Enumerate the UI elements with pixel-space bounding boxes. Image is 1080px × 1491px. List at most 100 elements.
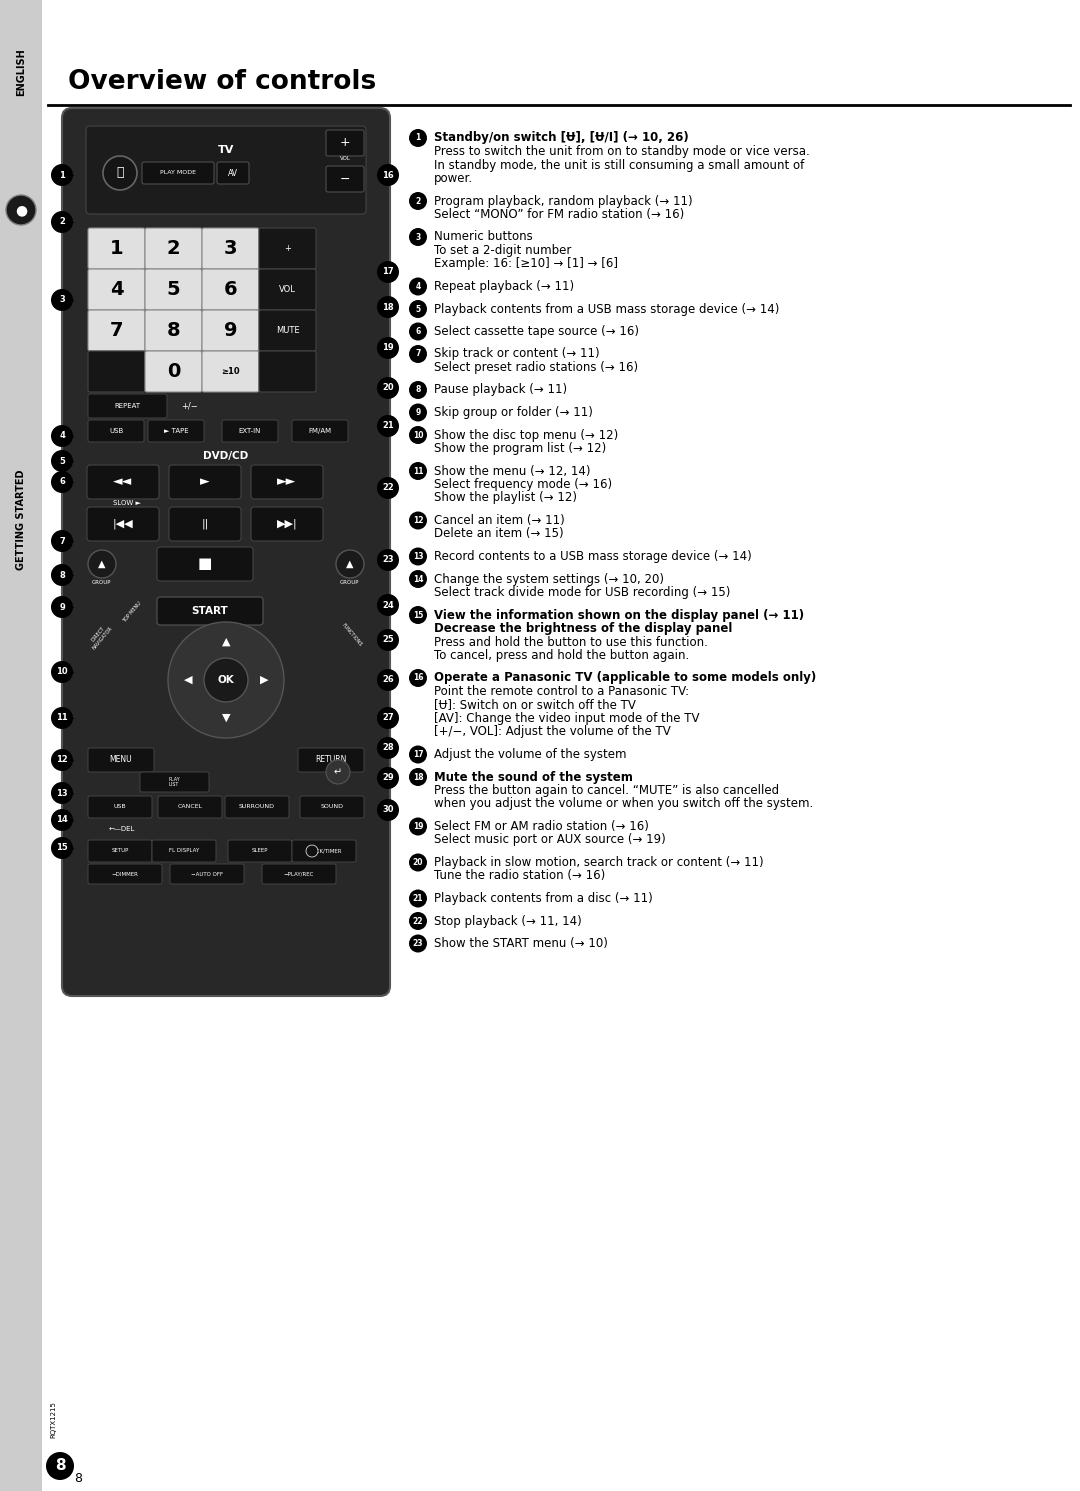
Text: 7: 7 bbox=[416, 349, 421, 358]
Text: MENU: MENU bbox=[110, 756, 133, 765]
Circle shape bbox=[409, 277, 427, 295]
Text: 13: 13 bbox=[413, 552, 423, 561]
Circle shape bbox=[409, 300, 427, 318]
Circle shape bbox=[326, 760, 350, 784]
Text: [AV]: Change the video input mode of the TV: [AV]: Change the video input mode of the… bbox=[434, 713, 700, 725]
Text: REPEAT: REPEAT bbox=[113, 403, 140, 409]
Text: 1: 1 bbox=[110, 239, 123, 258]
Text: 8: 8 bbox=[55, 1458, 65, 1473]
Text: 10: 10 bbox=[413, 431, 423, 440]
Text: Press to switch the unit from on to standby mode or vice versa.: Press to switch the unit from on to stan… bbox=[434, 145, 810, 158]
Text: GROUP: GROUP bbox=[340, 580, 360, 584]
Text: 1: 1 bbox=[59, 170, 65, 179]
FancyBboxPatch shape bbox=[87, 465, 159, 499]
Text: ◀: ◀ bbox=[184, 675, 192, 684]
Text: ▲: ▲ bbox=[98, 559, 106, 570]
Text: Press and hold the button to use this function.: Press and hold the button to use this fu… bbox=[434, 635, 707, 649]
Text: ≥10: ≥10 bbox=[221, 367, 240, 376]
Text: 0: 0 bbox=[166, 362, 180, 382]
FancyBboxPatch shape bbox=[86, 127, 366, 215]
FancyBboxPatch shape bbox=[202, 268, 259, 310]
Text: 14: 14 bbox=[56, 816, 68, 825]
Text: 3: 3 bbox=[59, 295, 65, 304]
Circle shape bbox=[46, 1452, 75, 1481]
Text: View the information shown on the display panel (→ 11): View the information shown on the displa… bbox=[434, 608, 805, 622]
Text: Select frequency mode (→ 16): Select frequency mode (→ 16) bbox=[434, 479, 612, 491]
Text: ⏻: ⏻ bbox=[117, 167, 124, 179]
Text: 18: 18 bbox=[382, 303, 394, 312]
FancyBboxPatch shape bbox=[87, 863, 162, 884]
Text: 8: 8 bbox=[416, 386, 421, 395]
Text: Playback contents from a USB mass storage device (→ 14): Playback contents from a USB mass storag… bbox=[434, 303, 780, 316]
Text: Numeric buttons: Numeric buttons bbox=[434, 231, 532, 243]
Text: SLOW ►: SLOW ► bbox=[113, 499, 140, 505]
Text: Standby/on switch [Ʉ], [Ʉ/I] (→ 10, 26): Standby/on switch [Ʉ], [Ʉ/I] (→ 10, 26) bbox=[434, 131, 689, 145]
Text: Tune the radio station (→ 16): Tune the radio station (→ 16) bbox=[434, 869, 605, 883]
Text: USB: USB bbox=[109, 428, 123, 434]
Text: 19: 19 bbox=[413, 822, 423, 830]
Text: 15: 15 bbox=[413, 610, 423, 619]
Circle shape bbox=[377, 261, 399, 283]
FancyBboxPatch shape bbox=[259, 350, 316, 392]
Text: RETURN: RETURN bbox=[315, 756, 347, 765]
FancyBboxPatch shape bbox=[87, 839, 152, 862]
Circle shape bbox=[409, 228, 427, 246]
Text: PLAY MODE: PLAY MODE bbox=[160, 170, 195, 176]
Text: Playback contents from a disc (→ 11): Playback contents from a disc (→ 11) bbox=[434, 892, 652, 905]
Text: Press the button again to cancel. “MUTE” is also cancelled: Press the button again to cancel. “MUTE”… bbox=[434, 784, 779, 798]
FancyBboxPatch shape bbox=[152, 839, 216, 862]
Text: OK: OK bbox=[218, 675, 234, 684]
Text: GROUP: GROUP bbox=[92, 580, 111, 584]
Circle shape bbox=[51, 450, 73, 473]
FancyBboxPatch shape bbox=[217, 163, 249, 183]
Text: Example: 16: [≥10] → [1] → [6]: Example: 16: [≥10] → [1] → [6] bbox=[434, 258, 618, 270]
FancyBboxPatch shape bbox=[145, 310, 202, 350]
Text: 18: 18 bbox=[413, 772, 423, 781]
Text: 7: 7 bbox=[59, 537, 65, 546]
Text: ENGLISH: ENGLISH bbox=[16, 48, 26, 95]
Circle shape bbox=[377, 707, 399, 729]
Circle shape bbox=[168, 622, 284, 738]
Text: |◀◀: |◀◀ bbox=[112, 519, 133, 529]
FancyBboxPatch shape bbox=[87, 310, 145, 350]
Text: Playback in slow motion, search track or content (→ 11): Playback in slow motion, search track or… bbox=[434, 856, 764, 869]
Text: TV: TV bbox=[218, 145, 234, 155]
FancyBboxPatch shape bbox=[157, 547, 253, 581]
Text: 17: 17 bbox=[413, 750, 423, 759]
FancyBboxPatch shape bbox=[298, 748, 364, 772]
Circle shape bbox=[377, 164, 399, 186]
Text: START: START bbox=[191, 605, 228, 616]
Text: 2: 2 bbox=[166, 239, 180, 258]
Text: 6: 6 bbox=[416, 327, 420, 335]
Circle shape bbox=[409, 322, 427, 340]
Circle shape bbox=[377, 297, 399, 318]
Circle shape bbox=[409, 935, 427, 953]
Text: Adjust the volume of the system: Adjust the volume of the system bbox=[434, 748, 626, 760]
Text: 14: 14 bbox=[413, 574, 423, 583]
Circle shape bbox=[51, 289, 73, 312]
Text: SETUP: SETUP bbox=[111, 848, 129, 853]
Text: 6: 6 bbox=[59, 477, 65, 486]
Text: Stop playback (→ 11, 14): Stop playback (→ 11, 14) bbox=[434, 914, 582, 927]
Text: Program playback, random playback (→ 11): Program playback, random playback (→ 11) bbox=[434, 194, 692, 207]
Circle shape bbox=[409, 768, 427, 786]
FancyBboxPatch shape bbox=[87, 394, 167, 417]
Text: 6: 6 bbox=[224, 280, 238, 300]
Text: +: + bbox=[340, 137, 350, 149]
Text: 26: 26 bbox=[382, 675, 394, 684]
Text: 24: 24 bbox=[382, 601, 394, 610]
Circle shape bbox=[409, 192, 427, 210]
FancyBboxPatch shape bbox=[168, 507, 241, 541]
FancyBboxPatch shape bbox=[87, 507, 159, 541]
Text: To set a 2-digit number: To set a 2-digit number bbox=[434, 245, 571, 256]
Circle shape bbox=[409, 817, 427, 835]
Circle shape bbox=[409, 890, 427, 908]
Bar bbox=[0, 0, 42, 1491]
Text: 22: 22 bbox=[413, 917, 423, 926]
Circle shape bbox=[51, 425, 73, 447]
Text: Select cassette tape source (→ 16): Select cassette tape source (→ 16) bbox=[434, 325, 639, 338]
Text: 22: 22 bbox=[382, 483, 394, 492]
Text: ►: ► bbox=[200, 476, 210, 489]
Text: 30: 30 bbox=[382, 805, 394, 814]
Circle shape bbox=[409, 912, 427, 930]
